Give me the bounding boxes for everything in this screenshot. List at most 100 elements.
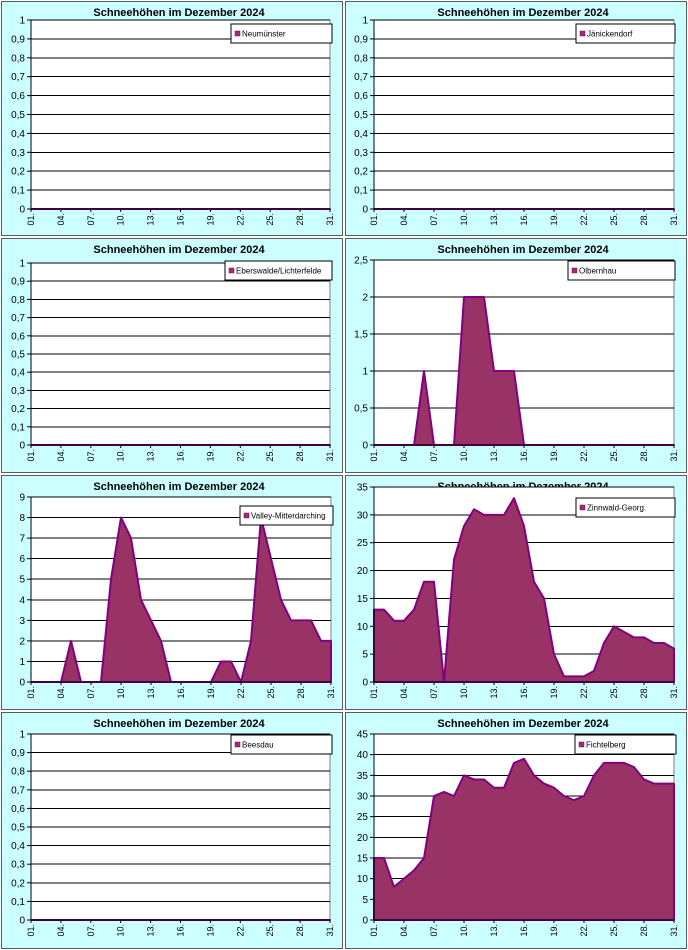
y-tick-label: 30 [357, 510, 369, 521]
y-tick-label: 0,4 [11, 368, 25, 379]
legend-label: Fichtelberg [586, 741, 626, 750]
data-point [140, 599, 142, 601]
y-tick-label: 0,8 [11, 53, 25, 64]
data-point [543, 597, 545, 600]
legend-box [575, 497, 676, 518]
y-tick-label: 0 [362, 916, 368, 927]
y-tick-label: 5 [19, 575, 25, 586]
x-tick-label: 16. [519, 686, 529, 699]
y-tick-label: 0,8 [11, 767, 25, 778]
x-tick-label: 13. [146, 449, 156, 462]
y-tick-label: 35 [357, 771, 369, 782]
x-tick-label: 19. [549, 449, 559, 462]
data-point [463, 525, 465, 527]
x-tick-label: 07. [429, 686, 439, 699]
data-point [553, 653, 555, 655]
y-tick-label: 0 [362, 678, 368, 689]
y-tick-label: 0,1 [11, 422, 25, 433]
y-tick-label: 0,2 [11, 404, 25, 415]
chart-panel-eberswalde: Schneehöhen im Dezember 2024 0 0,1 0,2 0,3 0,… [1, 238, 343, 473]
x-tick-label: 16. [519, 213, 529, 226]
y-tick-label: 0,8 [354, 53, 368, 64]
x-tick-label: 10. [459, 924, 469, 937]
data-point [220, 660, 222, 663]
x-tick-label: 13. [146, 924, 156, 937]
chart-title: Schneehöhen im Dezember 2024 [437, 718, 609, 730]
data-point [633, 636, 635, 639]
y-tick-label: 0,9 [354, 34, 368, 45]
x-tick-label: 16. [519, 924, 529, 937]
y-tick-label: 0,6 [11, 91, 25, 102]
y-tick-label: 8 [19, 513, 25, 524]
y-tick-label: 0,7 [11, 785, 25, 796]
data-point [473, 508, 475, 510]
data-point [433, 581, 435, 583]
y-tick-label: 1 [19, 730, 25, 741]
x-tick-label: 10. [459, 686, 469, 699]
data-point [663, 783, 665, 785]
y-tick-label: 5 [362, 650, 368, 661]
x-tick-label: 01. [26, 213, 36, 226]
y-tick-label: 0,1 [354, 186, 368, 197]
y-tick-label: 20 [357, 833, 369, 844]
data-point [280, 599, 282, 601]
y-tick-label: 1 [362, 367, 368, 378]
x-tick-label: 28. [639, 449, 649, 462]
data-point [533, 774, 535, 776]
x-tick-label: 16. [176, 449, 186, 462]
y-tick-label: 0,7 [11, 72, 25, 83]
legend-label: Beesdau [242, 741, 274, 750]
chart-svg: Schneehöhen im Dezember 2024 0 0,1 0,2 0,3 0,… [11, 244, 335, 462]
y-tick-label: 0,7 [354, 72, 368, 83]
data-point [403, 620, 405, 622]
legend-label: Zinnwald-Georg. [587, 504, 646, 513]
x-tick-label: 10. [116, 449, 126, 462]
data-point [443, 791, 445, 793]
x-tick-label: 25. [609, 924, 619, 937]
data-point [513, 497, 515, 499]
data-point [130, 537, 132, 539]
x-tick-label: 25. [265, 213, 275, 226]
y-tick-label: 7 [19, 534, 25, 545]
x-tick-label: 28. [296, 686, 306, 699]
x-tick-label: 19. [205, 449, 215, 462]
x-tick-label: 04. [56, 686, 66, 699]
y-tick-label: 20 [357, 566, 369, 577]
x-tick-label: 22. [235, 924, 245, 937]
y-tick-label: 5 [362, 895, 368, 906]
data-point [383, 608, 385, 611]
y-tick-label: 3 [19, 616, 25, 627]
chart-title: Schneehöhen im Dezember 2024 [93, 7, 265, 19]
x-tick-label: 16. [176, 686, 186, 699]
data-point [633, 766, 635, 768]
y-tick-label: 4 [19, 595, 25, 606]
chart-svg: Schneehöhen im Dezember 2024 0 0,1 0,2 0,3 0,… [11, 718, 335, 937]
data-point [593, 670, 595, 672]
y-tick-label: 0,3 [354, 148, 368, 159]
x-tick-label: 07. [429, 924, 439, 937]
y-tick-label: 0,5 [11, 350, 25, 361]
data-point [463, 296, 465, 298]
data-point [593, 774, 595, 776]
data-point [70, 640, 72, 642]
x-tick-label: 25. [265, 449, 275, 462]
x-tick-label: 04. [399, 213, 409, 226]
data-point [150, 619, 152, 621]
data-point [503, 370, 505, 372]
chart-panel-jaenickendorf: Schneehöhen im Dezember 2024 0 0,1 0,2 0,3 0,… [345, 1, 687, 236]
x-tick-label: 07. [86, 449, 96, 462]
legend-swatch [571, 267, 578, 274]
y-tick-label: 0,2 [11, 878, 25, 889]
y-tick-label: 0 [19, 441, 25, 452]
data-point [503, 514, 505, 516]
y-tick-label: 0,5 [11, 110, 25, 121]
y-tick-label: 40 [357, 750, 369, 761]
y-tick-label: 0,8 [11, 295, 25, 306]
x-tick-label: 19. [549, 213, 559, 226]
data-point [563, 675, 565, 678]
data-point [483, 514, 485, 516]
y-tick-label: 35 [357, 483, 369, 494]
x-tick-label: 22. [235, 449, 245, 462]
x-tick-label: 10. [116, 686, 126, 699]
x-tick-label: 07. [429, 449, 439, 462]
